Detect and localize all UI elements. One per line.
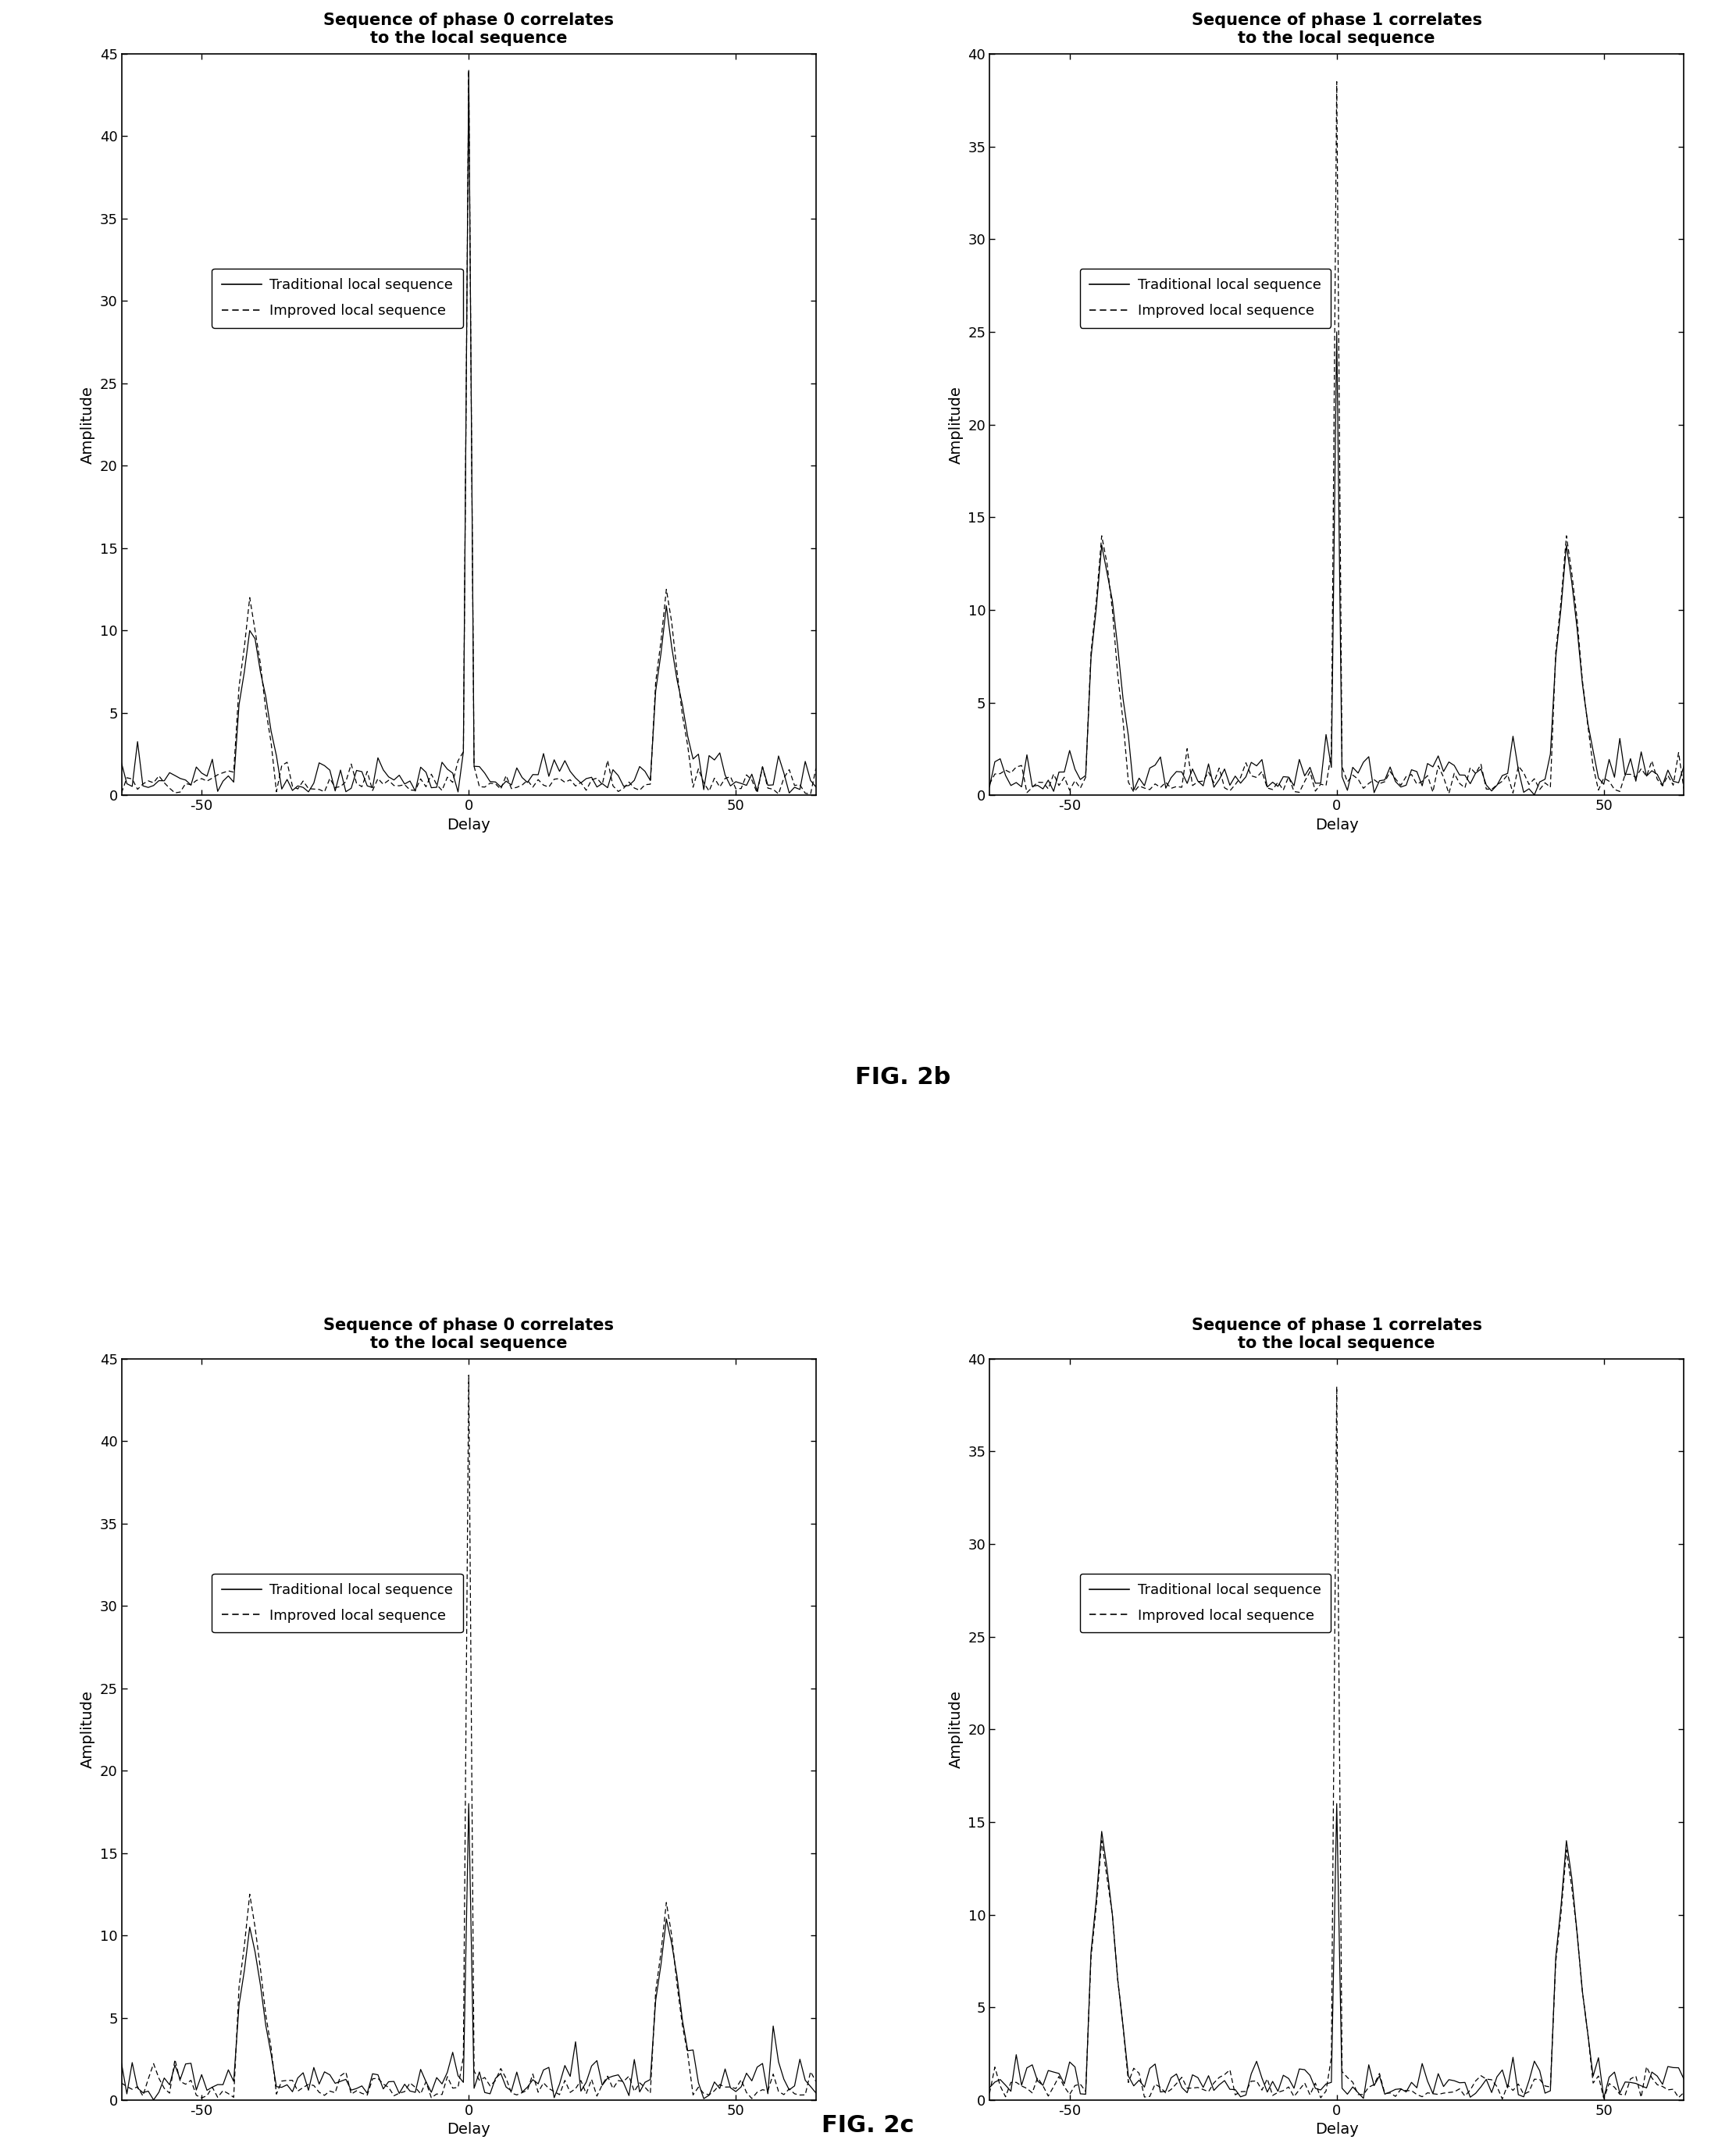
- Y-axis label: Amplitude: Amplitude: [948, 1691, 963, 1768]
- Legend: Traditional local sequence, Improved local sequence: Traditional local sequence, Improved loc…: [212, 269, 464, 327]
- Y-axis label: Amplitude: Amplitude: [80, 1691, 95, 1768]
- Legend: Traditional local sequence, Improved local sequence: Traditional local sequence, Improved loc…: [1080, 1572, 1332, 1633]
- Text: FIG. 2c: FIG. 2c: [821, 2113, 915, 2137]
- X-axis label: Delay: Delay: [446, 2122, 491, 2137]
- Title: Sequence of phase 0 correlates
to the local sequence: Sequence of phase 0 correlates to the lo…: [323, 13, 615, 45]
- X-axis label: Delay: Delay: [1314, 2122, 1359, 2137]
- Legend: Traditional local sequence, Improved local sequence: Traditional local sequence, Improved loc…: [1080, 269, 1332, 327]
- Title: Sequence of phase 1 correlates
to the local sequence: Sequence of phase 1 correlates to the lo…: [1191, 1318, 1483, 1351]
- Legend: Traditional local sequence, Improved local sequence: Traditional local sequence, Improved loc…: [212, 1572, 464, 1633]
- Y-axis label: Amplitude: Amplitude: [80, 386, 95, 463]
- Y-axis label: Amplitude: Amplitude: [948, 386, 963, 463]
- Title: Sequence of phase 1 correlates
to the local sequence: Sequence of phase 1 correlates to the lo…: [1191, 13, 1483, 45]
- X-axis label: Delay: Delay: [446, 819, 491, 831]
- Title: Sequence of phase 0 correlates
to the local sequence: Sequence of phase 0 correlates to the lo…: [323, 1318, 615, 1351]
- X-axis label: Delay: Delay: [1314, 819, 1359, 831]
- Text: FIG. 2b: FIG. 2b: [856, 1066, 950, 1088]
